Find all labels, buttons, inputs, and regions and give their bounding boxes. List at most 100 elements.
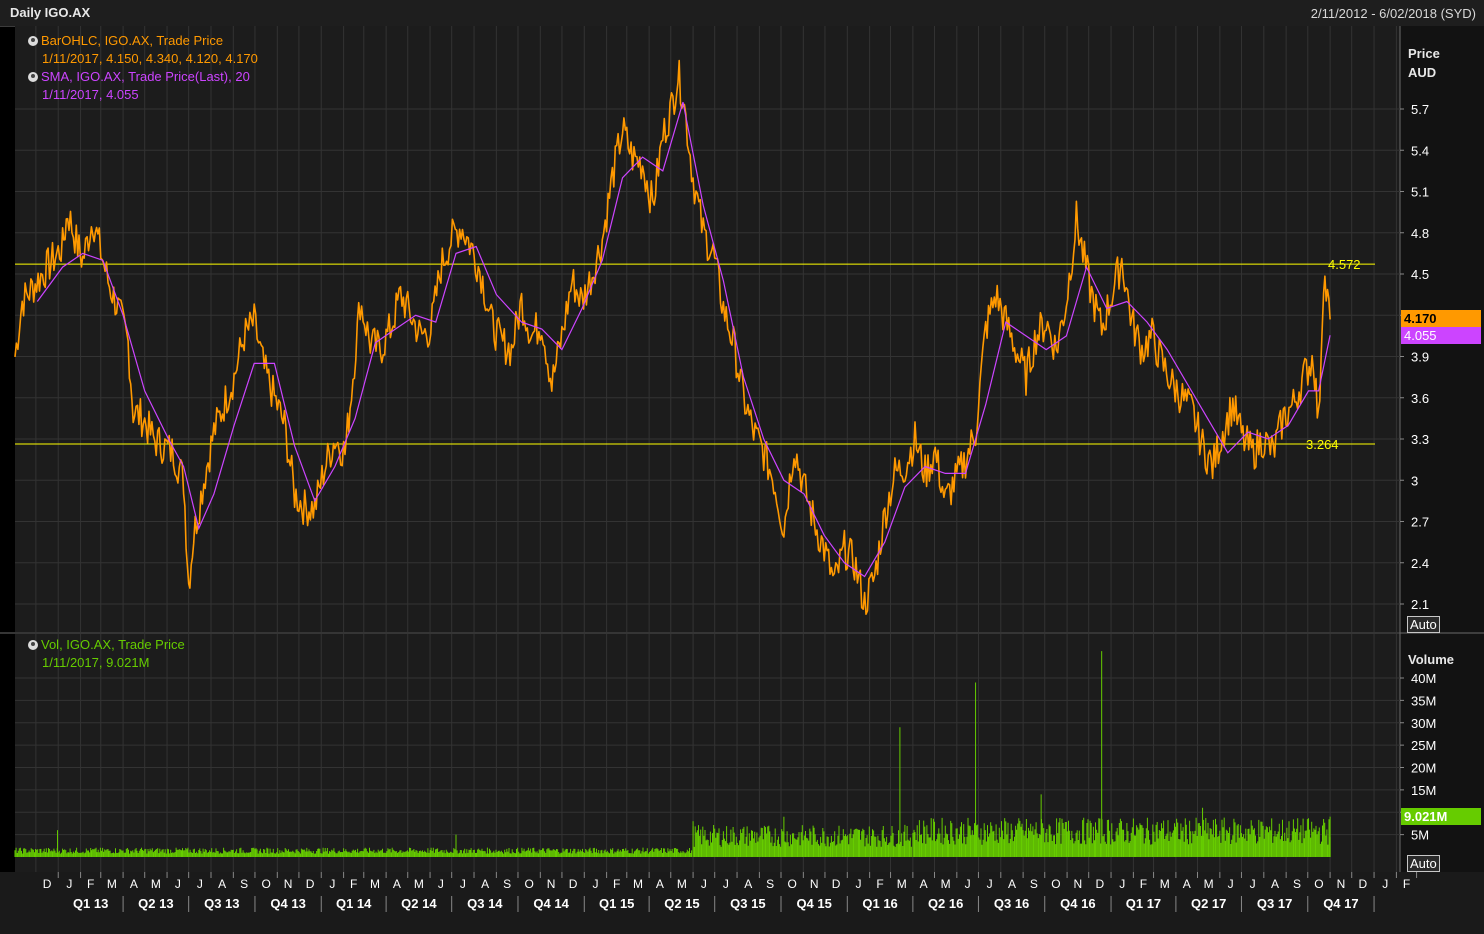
x-month-label: S — [503, 877, 511, 891]
x-month-label: A — [920, 877, 928, 891]
x-quarter-label: Q3 15 — [730, 896, 765, 911]
x-quarter-label: Q3 16 — [994, 896, 1029, 911]
legend-sma-label: SMA, IGO.AX, Trade Price(Last), 20 — [41, 69, 250, 84]
y-tick-label: 4.5 — [1411, 267, 1429, 282]
x-month-label: J — [723, 877, 729, 891]
x-month-label: J — [965, 877, 971, 891]
legend-ohlc-label: BarOHLC, IGO.AX, Trade Price — [41, 33, 224, 48]
x-quarter-label: Q2 16 — [928, 896, 963, 911]
x-month-label: J — [197, 877, 203, 891]
x-quarter-label: Q1 13 — [73, 896, 108, 911]
x-month-label: J — [987, 877, 993, 891]
hline-label-lower: 3.264 — [1306, 437, 1339, 452]
x-month-label: D — [43, 877, 52, 891]
price-plot — [14, 59, 1331, 615]
x-month-label: F — [87, 877, 94, 891]
legend-series-volume[interactable]: Vol, IGO.AX, Trade Price — [28, 636, 185, 654]
x-quarter-label: Q1 17 — [1126, 896, 1161, 911]
x-month-label: J — [1382, 877, 1388, 891]
horizontal-lines: 4.572 3.264 — [15, 257, 1375, 452]
x-month-label: O — [1051, 877, 1060, 891]
y-tick-label: 5.1 — [1411, 185, 1429, 200]
x-month-label: A — [656, 877, 664, 891]
x-quarter-label: Q2 14 — [401, 896, 437, 911]
legend-series-sma[interactable]: SMA, IGO.AX, Trade Price(Last), 20 — [28, 68, 258, 86]
x-month-label: A — [481, 877, 489, 891]
legend-ohlc-values: 1/11/2017, 4.150, 4.340, 4.120, 4.170 — [42, 51, 258, 66]
x-month-label: M — [633, 877, 643, 891]
legend-volume-values: 1/11/2017, 9.021M — [42, 655, 150, 670]
x-month-label: F — [1140, 877, 1147, 891]
hline-label-upper: 4.572 — [1328, 257, 1361, 272]
x-month-label: D — [832, 877, 841, 891]
legend-sma-values: 1/11/2017, 4.055 — [42, 87, 139, 102]
x-month-label: A — [1271, 877, 1279, 891]
last-volume-badge: 9.021M — [1401, 808, 1481, 825]
x-month-label: N — [810, 877, 819, 891]
volume-auto-button[interactable]: Auto — [1407, 855, 1440, 872]
x-month-label: S — [1293, 877, 1301, 891]
x-month-label: F — [350, 877, 357, 891]
sma-value-badge: 4.055 — [1401, 327, 1481, 344]
x-month-label: M — [414, 877, 424, 891]
price-legend: BarOHLC, IGO.AX, Trade Price 1/11/2017, … — [28, 32, 258, 104]
x-month-label: M — [370, 877, 380, 891]
y-tick-label: 2.1 — [1411, 597, 1429, 612]
y-tick-label: 20M — [1411, 761, 1436, 776]
x-axis-band-bg — [0, 872, 1484, 934]
price-axis-title-line1: Price — [1408, 46, 1440, 61]
x-quarter-label: Q2 13 — [138, 896, 173, 911]
y-tick-label: 40M — [1411, 671, 1436, 686]
legend-dot-icon[interactable] — [28, 640, 38, 650]
x-month-label: J — [1228, 877, 1234, 891]
x-month-label: M — [1160, 877, 1170, 891]
x-quarter-label: Q4 16 — [1060, 896, 1095, 911]
y-tick-label: 2.4 — [1411, 556, 1429, 571]
x-quarter-label: Q1 15 — [599, 896, 634, 911]
x-month-label: O — [1314, 877, 1323, 891]
legend-dot-icon[interactable] — [28, 36, 38, 46]
x-month-label: F — [613, 877, 620, 891]
x-quarter-label: Q2 17 — [1191, 896, 1226, 911]
y-tick-label: 35M — [1411, 693, 1436, 708]
x-quarter-label: Q4 13 — [270, 896, 305, 911]
x-month-label: N — [547, 877, 556, 891]
date-range: 2/11/2012 - 6/02/2018 (SYD) — [1310, 6, 1476, 21]
x-month-label: A — [744, 877, 752, 891]
volume-axis-title: Volume — [1408, 652, 1454, 667]
volume-bars — [14, 817, 1331, 857]
volume-plot — [14, 651, 1331, 857]
price-auto-button[interactable]: Auto — [1407, 616, 1440, 633]
volume-legend: Vol, IGO.AX, Trade Price 1/11/2017, 9.02… — [28, 636, 185, 672]
x-month-label: F — [1403, 877, 1410, 891]
x-month-label: M — [677, 877, 687, 891]
x-month-label: S — [766, 877, 774, 891]
y-tick-label: 4.8 — [1411, 226, 1429, 241]
x-month-label: J — [66, 877, 72, 891]
x-month-label: D — [569, 877, 578, 891]
x-month-label: J — [329, 877, 335, 891]
x-quarter-label: Q4 14 — [533, 896, 569, 911]
y-tick-label: 5.4 — [1411, 143, 1429, 158]
x-month-label: D — [1359, 877, 1368, 891]
x-quarter-label: Q1 14 — [336, 896, 372, 911]
x-quarter-label: Q3 13 — [204, 896, 239, 911]
x-month-label: A — [130, 877, 138, 891]
legend-series-ohlc[interactable]: BarOHLC, IGO.AX, Trade Price — [28, 32, 258, 50]
y-tick-label: 15M — [1411, 783, 1436, 798]
x-month-label: A — [1183, 877, 1191, 891]
x-month-label: F — [876, 877, 883, 891]
y-tick-label: 3 — [1411, 473, 1418, 488]
x-quarter-label: Q3 17 — [1257, 896, 1292, 911]
y-tick-label: 3.3 — [1411, 432, 1429, 447]
legend-dot-icon[interactable] — [28, 72, 38, 82]
price-pane-bg — [15, 26, 1400, 632]
x-month-label: A — [1008, 877, 1016, 891]
x-quarter-label: Q4 17 — [1323, 896, 1358, 911]
x-quarter-label: Q1 16 — [862, 896, 897, 911]
x-month-label: J — [701, 877, 707, 891]
x-month-label: O — [261, 877, 270, 891]
x-quarter-label: Q3 14 — [467, 896, 503, 911]
